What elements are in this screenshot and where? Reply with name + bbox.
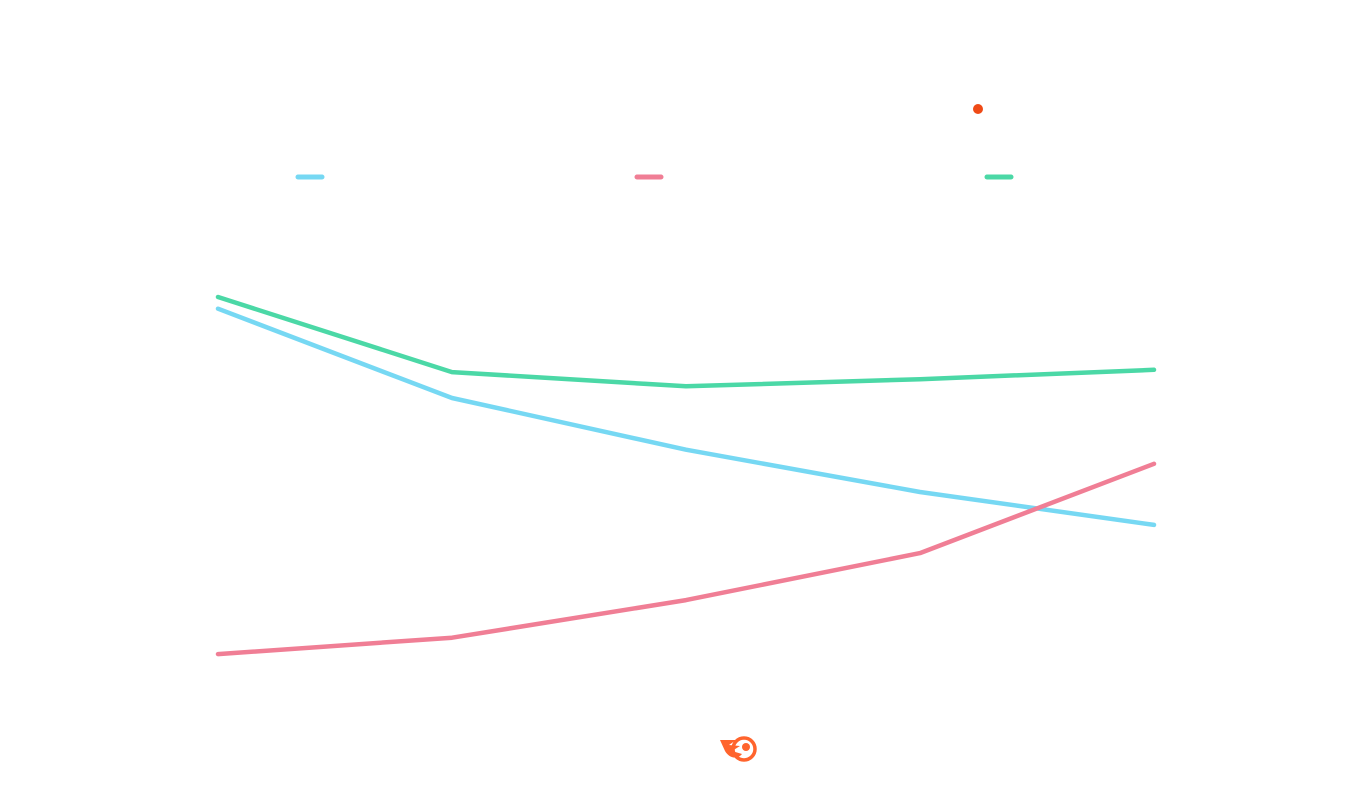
semrush-logo-icon bbox=[720, 736, 757, 762]
plot-area bbox=[215, 294, 1157, 657]
series-blue-line bbox=[215, 306, 1157, 528]
semrush-logo-ring bbox=[731, 736, 757, 762]
semrush-logo-core bbox=[742, 743, 750, 751]
series-pink-line bbox=[215, 461, 1157, 657]
accent-dot bbox=[973, 104, 983, 114]
semrush-logo-flame bbox=[720, 740, 742, 758]
series-green-line bbox=[215, 294, 1157, 389]
